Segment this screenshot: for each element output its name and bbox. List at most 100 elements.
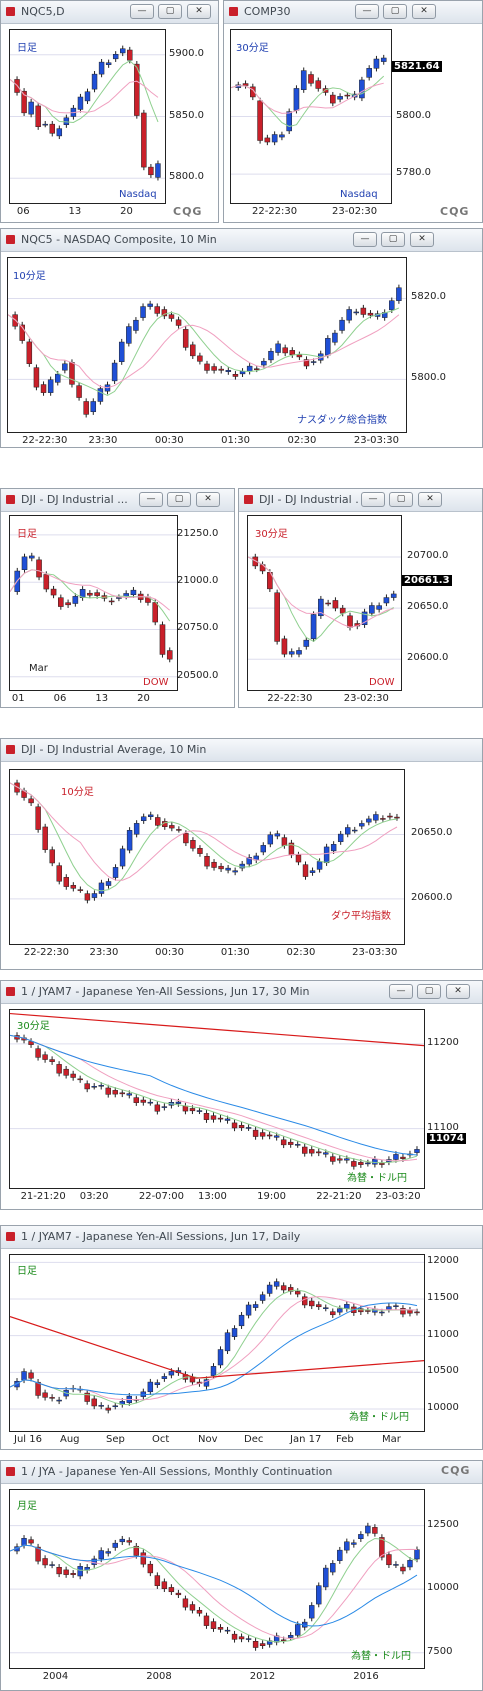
minimize-button[interactable]: — bbox=[353, 232, 377, 247]
plot-area[interactable] bbox=[9, 1254, 425, 1432]
x-tick-label: 23-02:30 bbox=[343, 693, 389, 704]
candle bbox=[407, 1560, 413, 1568]
candle bbox=[245, 1304, 252, 1316]
candle bbox=[35, 105, 41, 127]
candle bbox=[91, 1398, 97, 1407]
timeframe-label: 日足 bbox=[17, 43, 37, 54]
cqg-app-icon bbox=[6, 235, 15, 244]
x-tick-label: 22-22:30 bbox=[252, 206, 298, 217]
candle bbox=[330, 1563, 336, 1573]
cqg-app-icon bbox=[6, 1467, 15, 1476]
candle bbox=[147, 1381, 154, 1393]
candle bbox=[351, 1542, 357, 1545]
plot-area[interactable] bbox=[247, 515, 402, 691]
minimize-button[interactable]: — bbox=[389, 984, 413, 999]
window-titlebar[interactable]: DJI - DJ Industrial ... — ▢ ✕ bbox=[239, 489, 482, 512]
candle bbox=[295, 854, 302, 863]
symbol-label: ナスダック総合指数 bbox=[297, 415, 387, 426]
maximize-button[interactable]: ▢ bbox=[389, 492, 413, 507]
window-titlebar[interactable]: 1 / JYAM7 - Japanese Yen-All Sessions, J… bbox=[1, 981, 482, 1004]
candle bbox=[303, 359, 310, 367]
candle bbox=[84, 91, 91, 102]
candle bbox=[36, 559, 42, 578]
plot-area[interactable] bbox=[230, 29, 392, 204]
candle bbox=[273, 1281, 280, 1287]
candle bbox=[322, 88, 329, 93]
window-titlebar[interactable]: DJI - DJ Industrial Average, 10 Min bbox=[1, 739, 482, 762]
maximize-button[interactable]: ▢ bbox=[381, 232, 405, 247]
moving-average-line bbox=[10, 1034, 418, 1164]
x-tick-label: Oct bbox=[152, 1434, 170, 1445]
close-button[interactable]: ✕ bbox=[410, 232, 434, 247]
window-titlebar[interactable]: COMP30 — ▢ ✕ bbox=[224, 1, 482, 24]
window-titlebar[interactable]: NQC5,D — ▢ ✕ bbox=[1, 1, 218, 24]
candle bbox=[35, 1381, 41, 1396]
close-button[interactable]: ✕ bbox=[412, 4, 436, 19]
chart-window-jpy-monthly: 1 / JYA - Japanese Yen-All Sessions, Mon… bbox=[0, 1460, 483, 1691]
close-button[interactable]: ✕ bbox=[187, 4, 211, 19]
y-tick-label: 20600.0 bbox=[407, 652, 449, 664]
candle bbox=[369, 605, 375, 614]
candle bbox=[380, 57, 387, 62]
candle bbox=[28, 101, 34, 115]
candle bbox=[281, 638, 288, 655]
candle bbox=[182, 1105, 189, 1112]
candle bbox=[42, 1054, 48, 1060]
candle bbox=[168, 1371, 175, 1376]
candle bbox=[287, 1141, 294, 1145]
y-tick-label: 5800.0 bbox=[169, 171, 204, 183]
close-button[interactable]: ✕ bbox=[418, 492, 442, 507]
x-tick-label: Aug bbox=[60, 1434, 80, 1445]
minimize-button[interactable]: — bbox=[361, 492, 385, 507]
window-titlebar[interactable]: NQC5 - NASDAQ Composite, 10 Min — ▢ ✕ bbox=[1, 229, 482, 252]
candle bbox=[26, 341, 33, 364]
plot-area[interactable] bbox=[7, 257, 407, 433]
y-tick-label: 20750.0 bbox=[177, 622, 219, 634]
window-title: NQC5 - NASDAQ Composite, 10 Min bbox=[21, 233, 217, 246]
candle bbox=[63, 1068, 69, 1076]
window-titlebar[interactable]: 1 / JYA - Japanese Yen-All Sessions, Mon… bbox=[1, 1461, 482, 1484]
candle bbox=[238, 1125, 245, 1128]
x-tick-label: 13 bbox=[95, 693, 109, 704]
symbol-label: DOW bbox=[369, 677, 395, 688]
candle bbox=[76, 385, 82, 398]
plot-area[interactable] bbox=[9, 29, 166, 204]
candle bbox=[154, 1382, 161, 1385]
chart-window-dji-daily: DJI - DJ Industrial ... — ▢ ✕ 日足 Mar DOW… bbox=[0, 488, 235, 708]
x-tick-label: 2008 bbox=[146, 1671, 172, 1682]
candle bbox=[196, 1110, 203, 1112]
maximize-button[interactable]: ▢ bbox=[167, 492, 191, 507]
minimize-button[interactable]: — bbox=[139, 492, 163, 507]
candle bbox=[35, 1546, 41, 1562]
candle bbox=[42, 826, 48, 850]
minimize-button[interactable]: — bbox=[130, 4, 154, 19]
plot-area[interactable] bbox=[9, 1489, 425, 1669]
maximize-button[interactable]: ▢ bbox=[158, 4, 182, 19]
candle bbox=[393, 1564, 399, 1566]
candle bbox=[21, 90, 27, 114]
candle bbox=[252, 1304, 259, 1308]
window-titlebar[interactable]: 1 / JYAM7 - Japanese Yen-All Sessions, J… bbox=[1, 1226, 482, 1249]
plot-area[interactable] bbox=[9, 769, 405, 945]
x-tick-label: 06 bbox=[53, 693, 67, 704]
candle bbox=[252, 556, 259, 567]
candle bbox=[33, 367, 40, 388]
y-tick-label: 21250.0 bbox=[177, 527, 219, 539]
maximize-button[interactable]: ▢ bbox=[383, 4, 407, 19]
candle bbox=[105, 62, 112, 65]
candle bbox=[309, 870, 316, 873]
plot-area[interactable] bbox=[9, 515, 178, 691]
candle bbox=[352, 829, 358, 832]
candle bbox=[323, 1307, 329, 1309]
plot-area[interactable] bbox=[9, 1009, 425, 1189]
candle bbox=[330, 1156, 336, 1162]
candle bbox=[42, 1392, 48, 1398]
maximize-button[interactable]: ▢ bbox=[417, 984, 441, 999]
candle bbox=[379, 1537, 385, 1558]
minimize-button[interactable]: — bbox=[355, 4, 379, 19]
close-button[interactable]: ✕ bbox=[196, 492, 220, 507]
close-button[interactable]: ✕ bbox=[446, 984, 470, 999]
window-titlebar[interactable]: DJI - DJ Industrial ... — ▢ ✕ bbox=[1, 489, 234, 512]
candle bbox=[210, 1115, 217, 1120]
chart-window-nqc5-daily: NQC5,D — ▢ ✕ 日足 Nasdaq 5900.0 5850.0 5800.… bbox=[0, 0, 219, 223]
